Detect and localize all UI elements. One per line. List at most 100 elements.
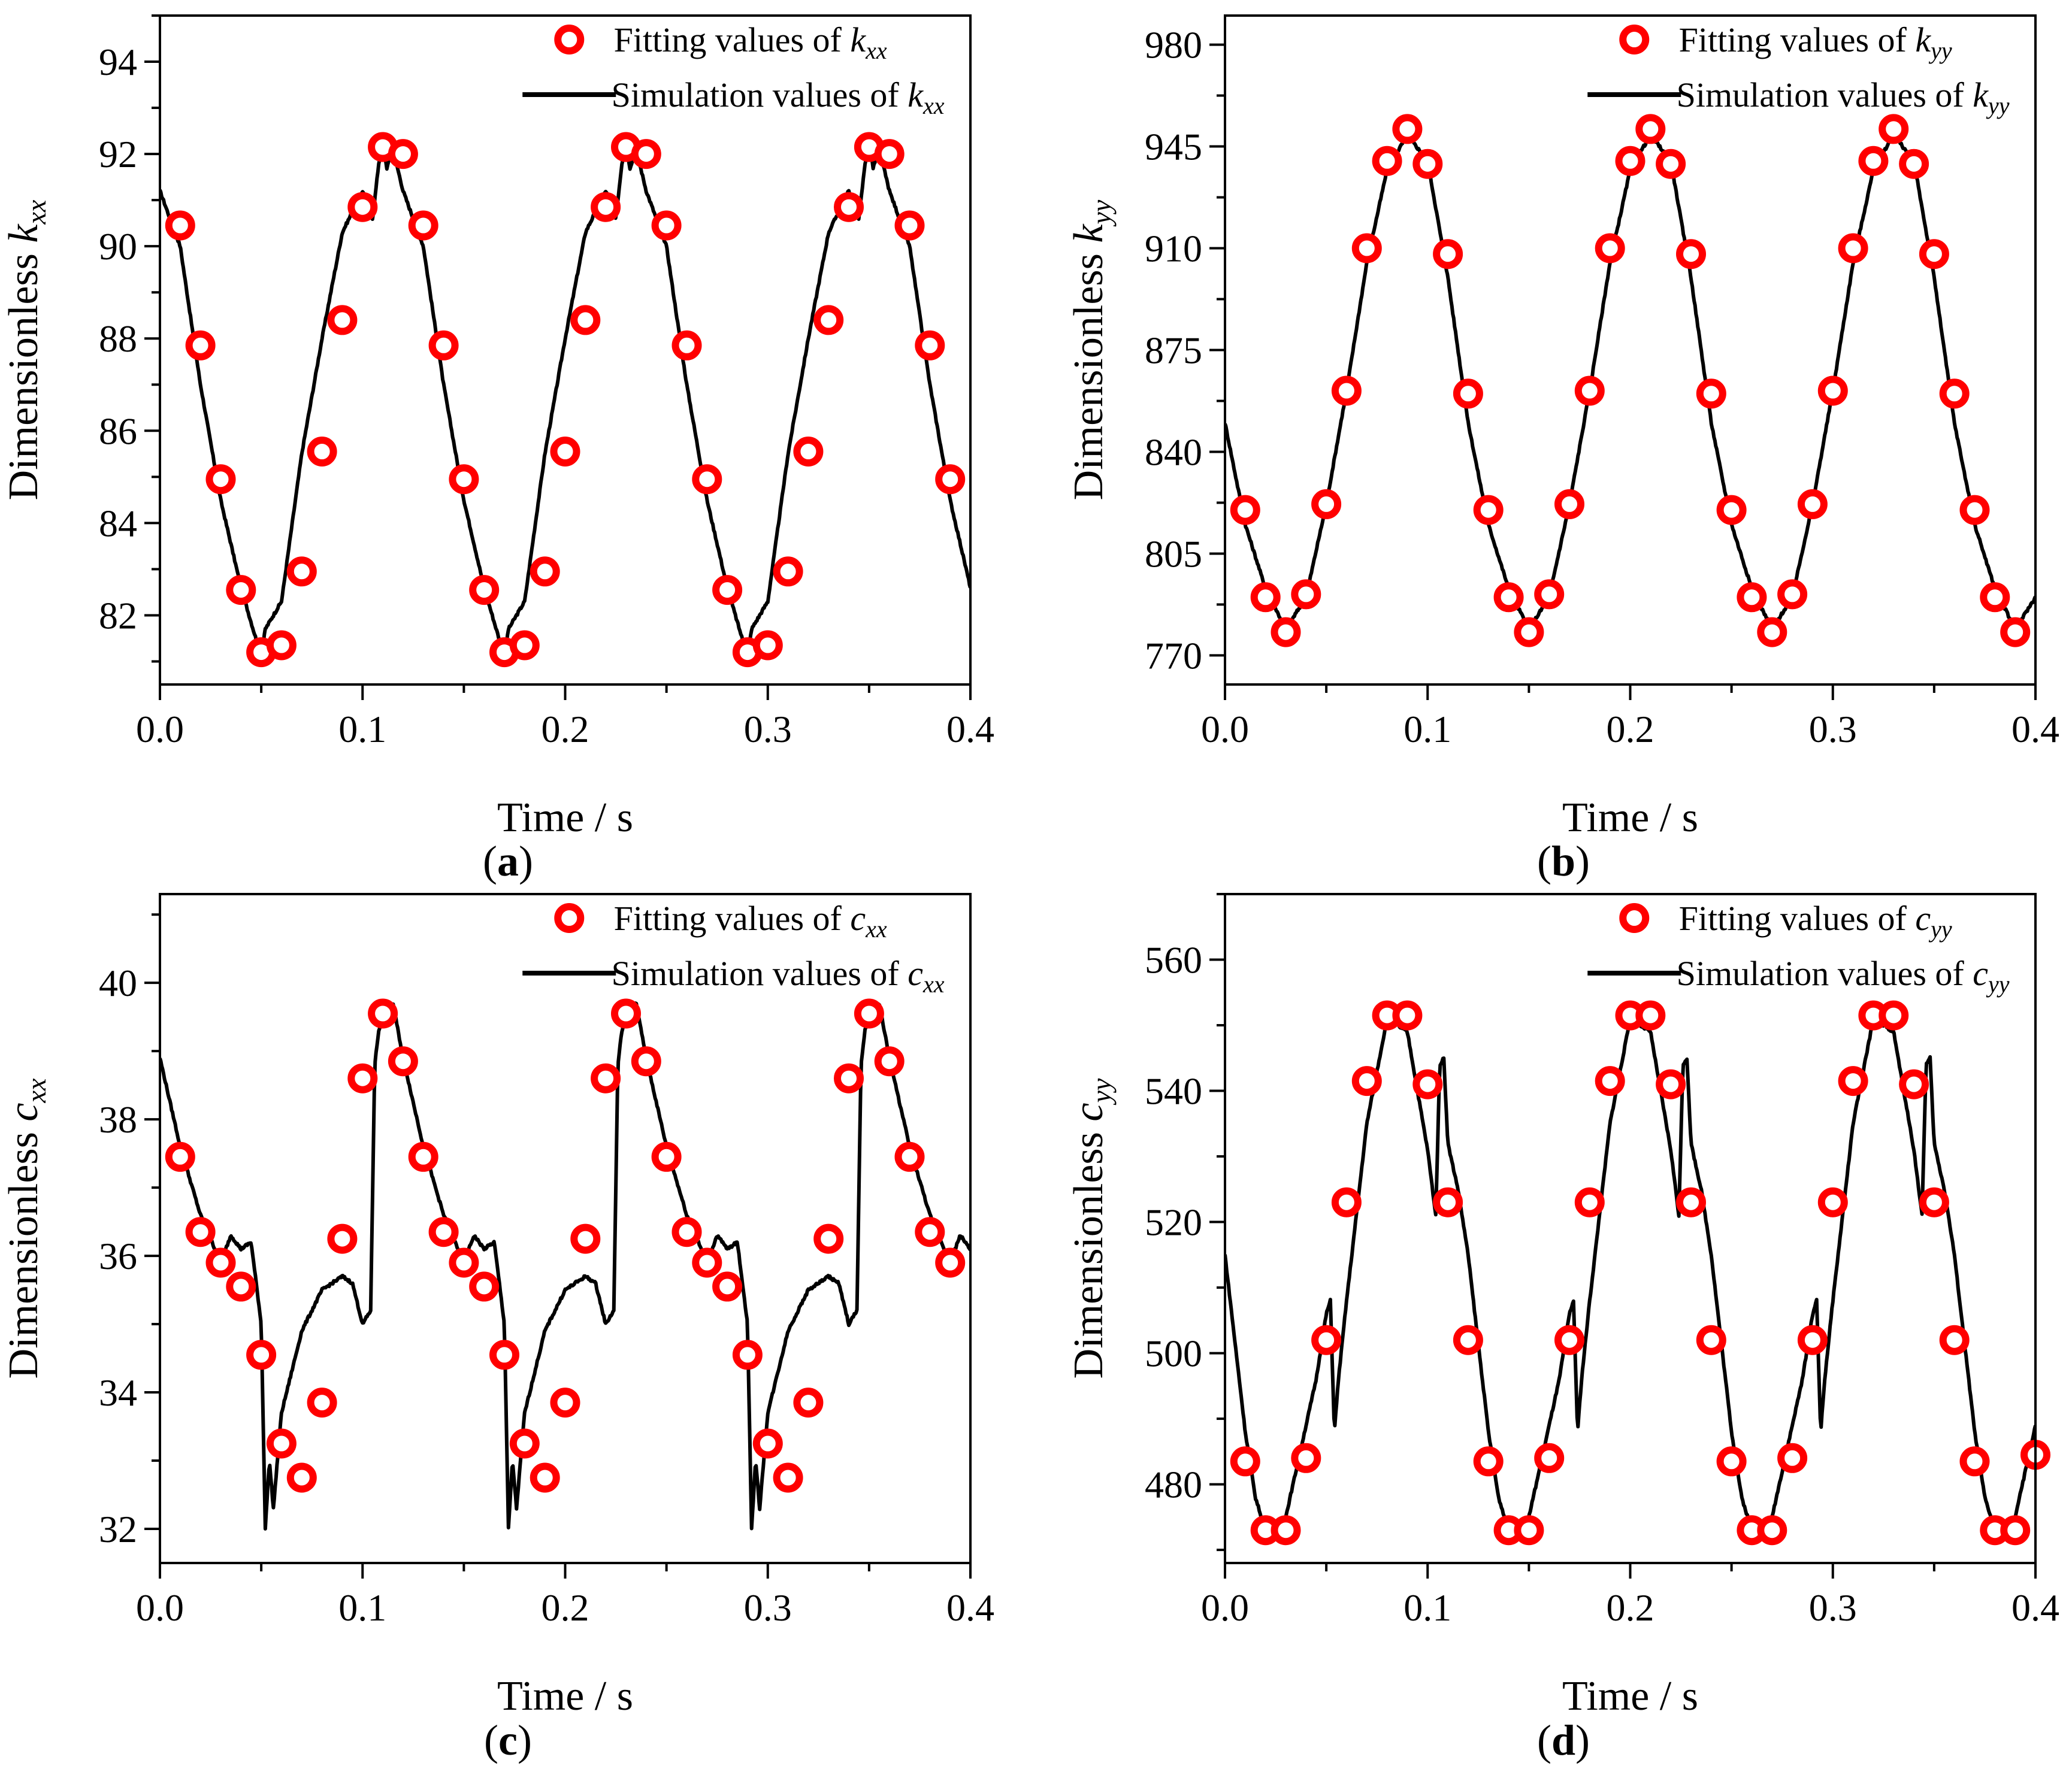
x-tick-label-a-3: 0.3 [744,708,792,750]
fit-point-d-38 [2000,1515,2031,1546]
legend-fit-marker-d [1619,903,1650,933]
legend-fit-var-a: k [850,20,866,59]
y-axis-title-var-a: k [1,223,47,243]
x-tick-label-c-3: 0.3 [744,1586,792,1629]
fit-point-a-38 [935,464,966,495]
y-tick-label-b-6: 980 [1145,24,1202,66]
fit-point-a-17 [509,630,540,661]
y-axis-title-text-c: Dimensionless [1,1122,47,1379]
fit-point-d-12 [1473,1446,1504,1477]
fit-point-c-28 [732,1340,763,1370]
x-tick-label-d-0: 0.0 [1201,1586,1249,1629]
fit-point-c-2 [205,1247,236,1278]
fit-point-b-14 [1514,617,1544,647]
fit-point-d-24 [1716,1446,1747,1477]
fit-point-d-28 [1797,1325,1828,1355]
fit-point-c-1 [185,1217,216,1247]
fit-point-a-36 [894,210,925,241]
fit-point-b-9 [1412,149,1443,179]
fit-point-d-27 [1777,1443,1808,1473]
fit-point-a-8 [327,305,358,335]
fit-point-c-38 [935,1247,966,1278]
plot-frame-a [159,14,972,686]
y-axis-title-text-d: Dimensionless [1066,1122,1112,1379]
fit-point-d-30 [1838,1066,1868,1096]
fit-point-d-29 [1817,1187,1848,1217]
x-axis-title-c: Time / s [497,1673,633,1719]
fit-point-a-29 [752,630,783,661]
panel-b: 0.0 0.1 0.2 0.3 0.4 770 805 840 875 910 945 980 Time… [1066,14,2059,885]
fit-point-b-17 [1574,375,1605,406]
y-tick-label-b-4: 910 [1145,228,1202,270]
fit-point-b-31 [1858,146,1889,176]
legend-fit-label-d: Fitting values of cyy [1679,899,1952,943]
y-axis-title-var-d: c [1066,1103,1112,1122]
y-axis-title-text-b: Dimensionless [1066,243,1112,501]
y-axis-title-sub-b: yy [1086,199,1117,226]
fit-point-a-30 [773,556,803,587]
legend-sim-var-d: c [1973,954,1988,993]
fit-point-b-36 [1959,495,1990,525]
y-tick-label-b-3: 875 [1145,329,1202,372]
fit-point-b-22 [1676,239,1706,269]
caption-b: (b) [1537,837,1590,885]
fit-point-a-33 [834,192,864,222]
x-tick-label-a-4: 0.4 [946,708,994,750]
caption-letter-b: b [1551,837,1575,885]
fit-point-d-22 [1676,1187,1706,1217]
legend-fit-label-b: Fitting values of kyy [1679,20,1952,64]
y-axis-title-sub-a: xx [21,199,52,225]
fit-point-d-23 [1696,1325,1726,1355]
y-tick-label-b-1: 805 [1145,532,1202,575]
fit-point-c-18 [530,1462,560,1493]
fit-point-c-17 [509,1428,540,1459]
fit-point-b-27 [1777,579,1808,610]
panel-d: 0.0 0.1 0.2 0.3 0.4 480 500 520 540 560 Time / s Di… [1066,893,2059,1764]
legend-fit-marker-c [554,903,585,933]
fit-point-a-25 [671,330,702,361]
fit-point-b-28 [1797,489,1828,519]
fit-point-a-6 [286,556,317,587]
x-tick-label-c-2: 0.2 [542,1586,589,1629]
fit-point-a-0 [165,210,195,241]
y-axis-title-text-a: Dimensionless [1,243,47,501]
fit-point-b-7 [1372,146,1402,176]
fit-point-c-34 [854,998,884,1029]
y-tick-label-c-4: 40 [99,962,137,1004]
fit-point-d-9 [1412,1069,1443,1099]
x-tick-label-c-4: 0.4 [946,1586,994,1629]
x-tick-label-b-4: 0.4 [2011,708,2059,750]
fit-point-b-11 [1453,378,1483,409]
fit-point-b-19 [1615,146,1645,176]
fit-point-c-11 [388,1046,418,1077]
fit-point-b-37 [1980,582,2010,613]
fit-point-a-13 [428,330,459,361]
fit-point-c-36 [894,1141,925,1172]
fit-point-d-14 [1514,1515,1544,1546]
y-tick-label-d-1: 500 [1145,1332,1202,1375]
fit-point-b-8 [1392,114,1423,144]
x-tick-label-b-1: 0.1 [1403,708,1451,750]
fit-point-b-35 [1939,378,1970,409]
y-tick-label-a-6: 94 [99,41,137,83]
legend-fit-sub-d: yy [1928,916,1952,943]
legend-sim-label-b: Simulation values of kyy [1677,75,2010,119]
fit-point-c-26 [692,1247,722,1278]
caption-letter-d: d [1551,1716,1575,1764]
legend-sim-prefix-b: Simulation values of [1677,75,1973,114]
fit-point-c-6 [286,1462,317,1493]
fit-point-a-1 [185,330,216,361]
fit-point-a-24 [651,210,682,241]
y-tick-label-a-1: 84 [99,502,137,544]
x-tick-label-a-1: 0.1 [338,708,386,750]
fit-point-d-17 [1574,1187,1605,1217]
x-axis-title-d: Time / s [1562,1673,1698,1719]
legend-sim-label-d: Simulation values of cyy [1677,954,2010,998]
y-tick-label-b-0: 770 [1145,634,1202,677]
fit-point-a-19 [550,437,580,467]
fit-point-c-33 [834,1063,864,1094]
fit-point-c-12 [408,1141,438,1172]
legend-fit-label-a: Fitting values of kxx [614,20,887,64]
fit-point-c-20 [570,1223,601,1254]
